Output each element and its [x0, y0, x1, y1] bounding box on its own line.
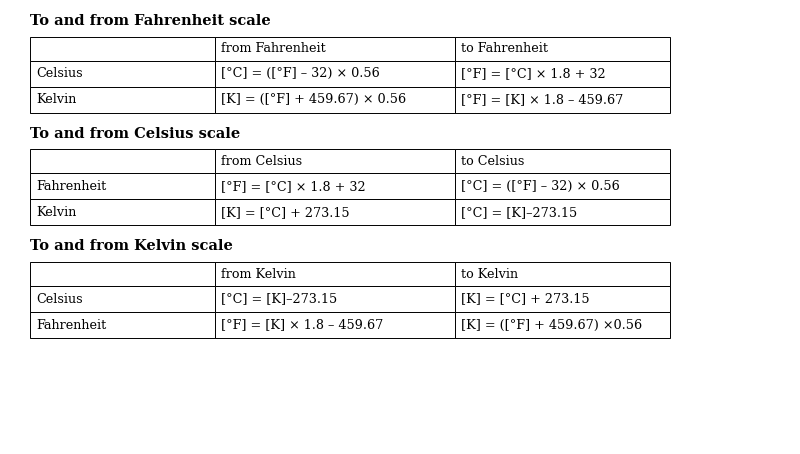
Text: [°F] = [K] × 1.8 – 459.67: [°F] = [K] × 1.8 – 459.67: [461, 93, 623, 106]
Bar: [215, 286, 455, 312]
Bar: [30, 199, 215, 225]
Text: from Celsius: from Celsius: [221, 155, 302, 168]
Bar: [215, 61, 455, 87]
Bar: [30, 286, 215, 312]
Bar: [215, 173, 455, 199]
Text: To and from Kelvin scale: To and from Kelvin scale: [30, 239, 233, 253]
Bar: [455, 37, 670, 61]
Text: [°F] = [K] × 1.8 – 459.67: [°F] = [K] × 1.8 – 459.67: [221, 319, 383, 331]
Text: [K] = [°C] + 273.15: [K] = [°C] + 273.15: [221, 206, 350, 219]
Text: [°F] = [°C] × 1.8 + 32: [°F] = [°C] × 1.8 + 32: [461, 67, 606, 80]
Text: Celsius: Celsius: [36, 67, 82, 80]
Text: to Kelvin: to Kelvin: [461, 267, 518, 281]
Bar: [30, 61, 215, 87]
Text: Fahrenheit: Fahrenheit: [36, 319, 106, 331]
Bar: [30, 312, 215, 338]
Text: Kelvin: Kelvin: [36, 93, 76, 106]
Text: Fahrenheit: Fahrenheit: [36, 180, 106, 193]
Text: To and from Celsius scale: To and from Celsius scale: [30, 127, 240, 141]
Bar: [215, 87, 455, 113]
Text: from Kelvin: from Kelvin: [221, 267, 296, 281]
Bar: [215, 199, 455, 225]
Bar: [455, 286, 670, 312]
Bar: [455, 173, 670, 199]
Bar: [215, 149, 455, 173]
Text: Celsius: Celsius: [36, 292, 82, 306]
Bar: [455, 199, 670, 225]
Text: [°C] = [K]–273.15: [°C] = [K]–273.15: [461, 206, 578, 219]
Text: [°C] = [K]–273.15: [°C] = [K]–273.15: [221, 292, 338, 306]
Bar: [30, 87, 215, 113]
Bar: [455, 61, 670, 87]
Bar: [30, 173, 215, 199]
Text: to Celsius: to Celsius: [461, 155, 524, 168]
Text: [°C] = ([°F] – 32) × 0.56: [°C] = ([°F] – 32) × 0.56: [461, 180, 620, 193]
Text: from Fahrenheit: from Fahrenheit: [221, 42, 326, 55]
Text: to Fahrenheit: to Fahrenheit: [461, 42, 548, 55]
Text: [°F] = [°C] × 1.8 + 32: [°F] = [°C] × 1.8 + 32: [221, 180, 366, 193]
Bar: [455, 87, 670, 113]
Text: Kelvin: Kelvin: [36, 206, 76, 219]
Bar: [455, 312, 670, 338]
Text: To and from Fahrenheit scale: To and from Fahrenheit scale: [30, 14, 270, 28]
Bar: [30, 149, 215, 173]
Bar: [455, 149, 670, 173]
Text: [°C] = ([°F] – 32) × 0.56: [°C] = ([°F] – 32) × 0.56: [221, 67, 380, 80]
Bar: [30, 37, 215, 61]
Bar: [455, 262, 670, 286]
Text: [K] = [°C] + 273.15: [K] = [°C] + 273.15: [461, 292, 590, 306]
Text: [K] = ([°F] + 459.67) ×0.56: [K] = ([°F] + 459.67) ×0.56: [461, 319, 642, 331]
Bar: [30, 262, 215, 286]
Text: [K] = ([°F] + 459.67) × 0.56: [K] = ([°F] + 459.67) × 0.56: [221, 93, 406, 106]
Bar: [215, 37, 455, 61]
Bar: [215, 262, 455, 286]
Bar: [215, 312, 455, 338]
